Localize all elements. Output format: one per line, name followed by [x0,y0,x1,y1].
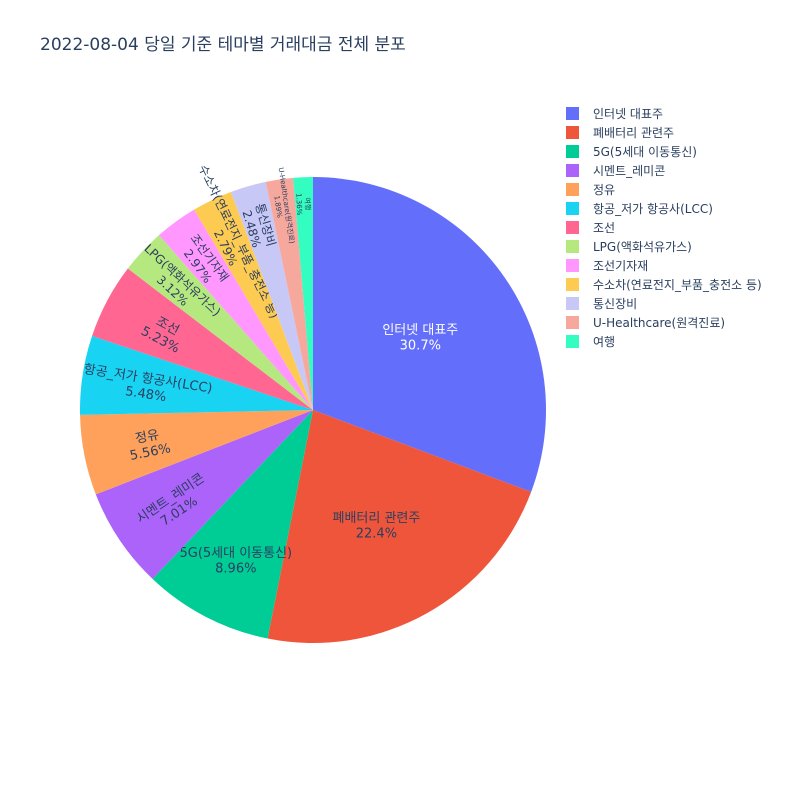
legend-label: 수소차(연료전지_부품_충전소 등) [593,278,762,292]
legend-label: 시멘트_레미콘 [593,164,666,178]
slice-label-percent: 5.48% [124,384,167,405]
legend-item[interactable]: 폐배터리 관련주 [566,123,762,142]
legend-label: 항공_저가 항공사(LCC) [593,202,713,216]
pie-slice[interactable] [158,209,313,410]
legend-label: 인터넷 대표주 [593,107,664,121]
legend-item[interactable]: 항공_저가 항공사(LCC) [566,199,762,218]
slice-label-name: 5G(5세대 이동통신) [179,546,292,561]
slice-label-percent: 8.96% [215,562,256,577]
slice-label-name: 인터넷 대표주 [382,323,458,338]
legend-item[interactable]: 조선기자재 [566,256,762,275]
legend-label: 5G(5세대 이동통신) [593,145,697,159]
legend-label: 조선기자재 [593,259,649,273]
pie-slice[interactable] [79,335,313,415]
legend-item[interactable]: 여행 [566,332,762,351]
pie-slice[interactable] [194,191,313,410]
legend-swatch [566,202,579,215]
legend-label: LPG(액화석유가스) [593,240,692,254]
pie-slice[interactable] [265,177,313,410]
pie-slice[interactable] [92,268,313,410]
slice-label: 5G(5세대 이동통신)8.96% [179,546,292,577]
legend-swatch [566,221,579,234]
legend-item[interactable]: 수소차(연료전지_부품_충전소 등) [566,275,762,294]
legend-swatch [566,145,579,158]
pie-slice[interactable] [152,410,313,639]
legend-swatch [566,240,579,253]
legend-label: 여행 [593,335,616,349]
slice-label-name: 폐배터리 관련주 [332,511,420,526]
legend-swatch [566,278,579,291]
legend-swatch [566,164,579,177]
legend-label: 조선 [593,221,616,235]
legend-label: 정유 [593,183,616,197]
chart-title: 2022-08-04 당일 기준 테마별 거래대금 전체 분포 [40,35,406,55]
pie-slice[interactable] [267,410,532,644]
legend-label: 폐배터리 관련주 [593,126,675,140]
legend-label: U-Healthcare(원격진료) [593,316,726,330]
pie-slice[interactable] [230,181,313,410]
legend-item[interactable]: U-Healthcare(원격진료) [566,313,762,332]
pie-slice[interactable] [313,177,547,492]
slice-label-name: 여행 [303,197,313,210]
slice-label-percent: 30.7% [400,338,441,353]
legend-item[interactable]: 통신장비 [566,294,762,313]
slice-label-percent: 1.89% [272,195,283,219]
legend-label: 통신장비 [593,297,638,311]
legend-swatch [566,107,579,120]
legend-swatch [566,259,579,272]
pie-slice[interactable] [80,410,313,495]
legend-item[interactable]: LPG(액화석유가스) [566,237,762,256]
slice-label: 여행1.36% [294,193,312,216]
legend-item[interactable]: 시멘트_레미콘 [566,161,762,180]
slice-label-percent: 1.36% [294,193,303,216]
pie-slice[interactable] [95,410,313,579]
legend-swatch [566,316,579,329]
slice-label-percent: 22.4% [356,527,397,542]
legend-item[interactable]: 인터넷 대표주 [566,104,762,123]
legend-swatch [566,183,579,196]
pie-slice[interactable] [127,235,313,410]
pie-slice[interactable] [293,177,313,410]
legend-item[interactable]: 5G(5세대 이동통신) [566,142,762,161]
legend-swatch [566,297,579,310]
legend-swatch [566,335,579,348]
slice-label-name: 정유 [134,428,160,447]
legend-swatch [566,126,579,139]
legend-item[interactable]: 정유 [566,180,762,199]
legend-item[interactable]: 조선 [566,218,762,237]
